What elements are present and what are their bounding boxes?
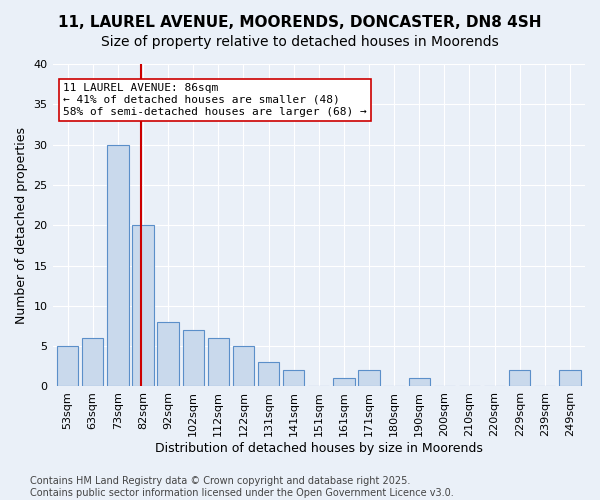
Bar [258,362,279,386]
Bar [509,370,530,386]
Bar [559,370,581,386]
Y-axis label: Number of detached properties: Number of detached properties [15,126,28,324]
Bar [409,378,430,386]
Bar [358,370,380,386]
Bar [57,346,78,387]
Bar [283,370,304,386]
Bar [132,225,154,386]
Bar [208,338,229,386]
Bar [333,378,355,386]
Bar [82,338,103,386]
Text: 11, LAUREL AVENUE, MOORENDS, DONCASTER, DN8 4SH: 11, LAUREL AVENUE, MOORENDS, DONCASTER, … [58,15,542,30]
X-axis label: Distribution of detached houses by size in Moorends: Distribution of detached houses by size … [155,442,483,455]
Bar [233,346,254,387]
Text: 11 LAUREL AVENUE: 86sqm
← 41% of detached houses are smaller (48)
58% of semi-de: 11 LAUREL AVENUE: 86sqm ← 41% of detache… [63,84,367,116]
Bar [107,144,128,386]
Text: Size of property relative to detached houses in Moorends: Size of property relative to detached ho… [101,35,499,49]
Text: Contains HM Land Registry data © Crown copyright and database right 2025.
Contai: Contains HM Land Registry data © Crown c… [30,476,454,498]
Bar [157,322,179,386]
Bar [182,330,204,386]
